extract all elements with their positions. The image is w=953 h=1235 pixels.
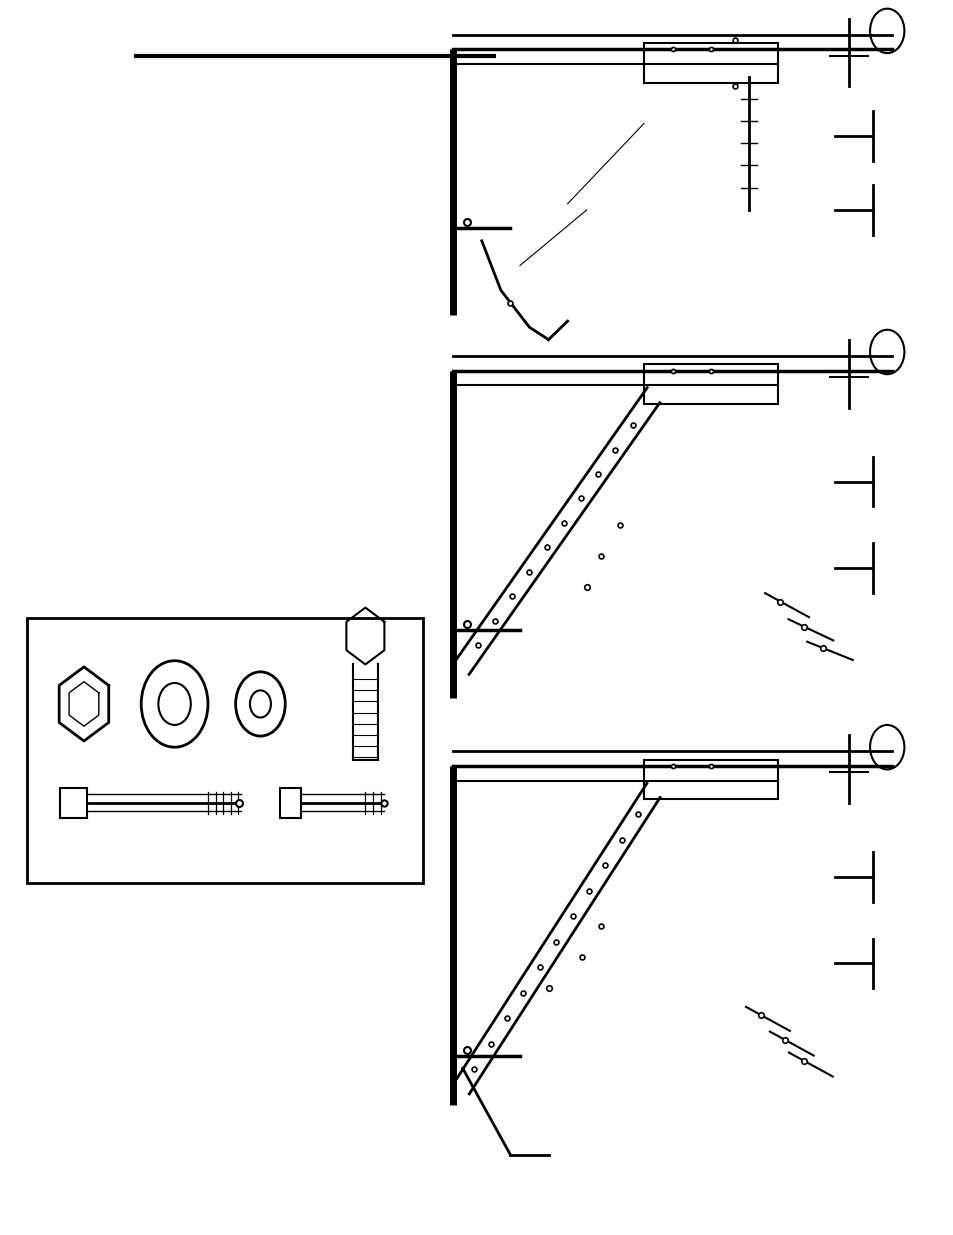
Bar	[643, 43, 777, 83]
Bar	[279, 788, 300, 818]
Bar	[643, 760, 777, 799]
Bar	[60, 788, 87, 818]
Bar	[27, 618, 422, 883]
Bar	[643, 364, 777, 404]
